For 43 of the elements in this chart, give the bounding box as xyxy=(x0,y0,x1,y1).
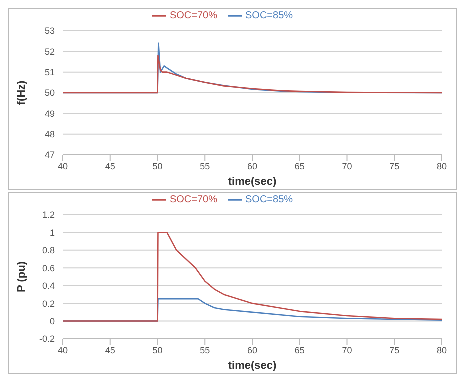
y-tick-label: -0.2 xyxy=(39,334,55,344)
legend-label: SOC=85% xyxy=(246,10,294,22)
y-tick-label: 50 xyxy=(44,88,55,98)
x-tick-label: 45 xyxy=(105,161,116,172)
y-tick-label: 47 xyxy=(44,150,55,160)
y-axis-title: f(Hz) xyxy=(16,80,28,106)
y-tick-label: 51 xyxy=(44,68,55,78)
x-tick-label: 75 xyxy=(390,345,400,356)
y-tick-label: 0.8 xyxy=(42,246,55,256)
x-tick-label: 60 xyxy=(247,345,258,356)
y-tick-label: 48 xyxy=(44,130,55,140)
x-tick-label: 40 xyxy=(58,161,68,172)
legend-label: SOC=85% xyxy=(246,194,294,206)
x-tick-label: 40 xyxy=(58,345,68,356)
x-tick-label: 70 xyxy=(342,345,352,356)
y-tick-label: 53 xyxy=(44,26,55,36)
x-tick-label: 75 xyxy=(390,161,400,172)
y-tick-label: 0 xyxy=(50,316,55,326)
x-tick-label: 50 xyxy=(152,345,163,356)
y-tick-label: 52 xyxy=(44,46,55,57)
x-tick-label: 45 xyxy=(105,345,116,356)
y-tick-label: 0.6 xyxy=(42,263,55,274)
x-tick-label: 80 xyxy=(436,161,448,172)
line-series xyxy=(63,232,442,322)
y-axis-title: P (pu) xyxy=(16,261,28,292)
x-tick-label: 50 xyxy=(152,161,163,172)
y-tick-label: 0.4 xyxy=(42,281,55,292)
x-tick-label: 60 xyxy=(247,161,258,172)
x-tick-label: 65 xyxy=(294,345,305,356)
x-axis-title: time(sec) xyxy=(228,176,277,188)
legend-label: SOC=70% xyxy=(170,10,218,22)
x-tick-label: 55 xyxy=(200,345,210,356)
x-tick-label: 55 xyxy=(200,161,210,172)
legend-label: SOC=70% xyxy=(170,194,218,206)
line-series xyxy=(63,55,442,94)
x-axis-title: time(sec) xyxy=(228,360,277,372)
x-tick-label: 65 xyxy=(294,161,305,172)
y-tick-label: 1 xyxy=(50,228,55,238)
y-tick-label: 0.2 xyxy=(42,298,55,309)
y-tick-label: 49 xyxy=(44,108,55,119)
x-tick-label: 70 xyxy=(342,161,352,172)
y-tick-label: 1.2 xyxy=(42,210,55,220)
x-tick-label: 80 xyxy=(436,345,448,356)
